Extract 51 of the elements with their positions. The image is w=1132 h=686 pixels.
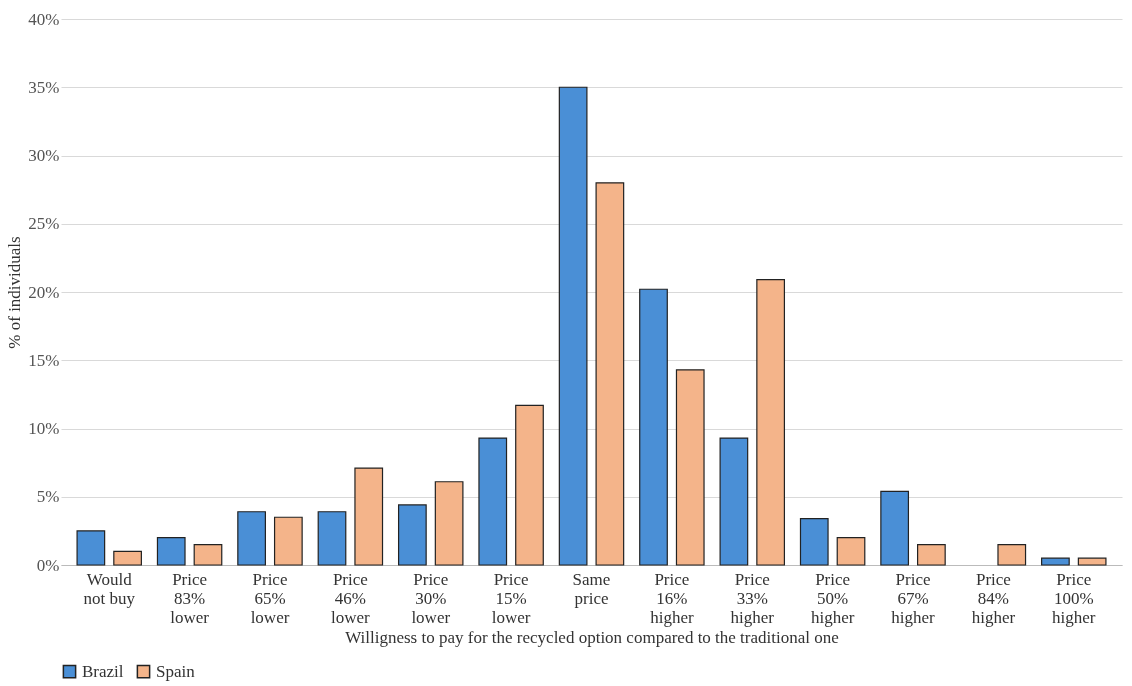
bar [193, 543, 223, 566]
x-tick-label: Price 46% lower [331, 569, 371, 627]
bar [1041, 557, 1070, 566]
bar [880, 490, 910, 566]
y-tick-label: 15% [28, 350, 60, 370]
x-axis-title: Willigness to pay for the recycled option compared to the traditional one [345, 627, 839, 647]
y-tick-label: 35% [28, 77, 60, 97]
bar [515, 404, 544, 566]
legend-label: Brazil [82, 661, 124, 681]
y-tick-label: 20% [28, 282, 60, 302]
bar [1077, 557, 1107, 566]
bar [397, 504, 427, 566]
bar [113, 550, 142, 566]
bar [595, 182, 625, 566]
bar [799, 517, 829, 566]
x-tick-label: Price 65% lower [250, 569, 290, 627]
x-tick-label: Would not buy [83, 569, 136, 608]
x-tick-label: Price 30% lower [411, 569, 451, 627]
bar [354, 467, 384, 566]
bar [558, 86, 588, 566]
x-tick-label: Price 100% higher [1052, 569, 1096, 627]
bar [434, 481, 464, 566]
y-tick-label: 40% [28, 9, 60, 29]
x-tick-label: Price 16% higher [650, 569, 694, 627]
y-tick-label: 30% [28, 146, 60, 165]
x-tick-label: Price 50% higher [810, 569, 855, 627]
bar [478, 437, 508, 566]
bar [237, 511, 266, 566]
x-tick-label: Price 83% lower [170, 569, 210, 627]
bar [76, 530, 106, 566]
legend-label: Spain [156, 661, 196, 681]
y-tick-label: 5% [36, 487, 60, 507]
bar [836, 537, 866, 566]
x-tick-label: Price 84% higher [971, 569, 1016, 627]
y-tick-label: 10% [28, 419, 60, 438]
bar [997, 543, 1027, 566]
y-axis-title: % of individuals [5, 236, 25, 349]
bar [273, 516, 303, 566]
bar [675, 369, 705, 566]
bar [156, 537, 186, 566]
x-tick-label: Same price [572, 569, 611, 608]
y-tick-label: 0% [36, 555, 60, 575]
bar [917, 543, 946, 566]
x-tick-label: Price 33% higher [730, 569, 775, 627]
x-tick-label: Price 15% lower [491, 569, 531, 627]
y-tick-label: 25% [28, 214, 60, 234]
bar [756, 279, 786, 566]
x-tick-label: Price 67% higher [891, 569, 936, 627]
bar [639, 288, 668, 566]
bar [317, 511, 347, 566]
bar [719, 437, 749, 566]
